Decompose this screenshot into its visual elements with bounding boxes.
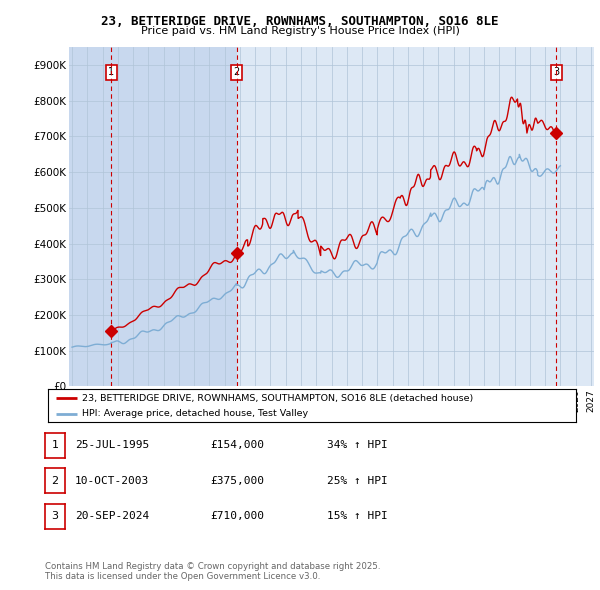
Text: 10-OCT-2003: 10-OCT-2003 [75, 476, 149, 486]
Text: 3: 3 [553, 67, 559, 77]
Text: 1: 1 [108, 67, 114, 77]
Text: 2: 2 [52, 476, 58, 486]
Text: 2: 2 [233, 67, 239, 77]
Text: £154,000: £154,000 [210, 441, 264, 450]
Text: HPI: Average price, detached house, Test Valley: HPI: Average price, detached house, Test… [82, 409, 308, 418]
Text: 25-JUL-1995: 25-JUL-1995 [75, 441, 149, 450]
Text: £710,000: £710,000 [210, 512, 264, 521]
Text: 15% ↑ HPI: 15% ↑ HPI [327, 512, 388, 521]
Text: Contains HM Land Registry data © Crown copyright and database right 2025.
This d: Contains HM Land Registry data © Crown c… [45, 562, 380, 581]
Text: 23, BETTERIDGE DRIVE, ROWNHAMS, SOUTHAMPTON, SO16 8LE: 23, BETTERIDGE DRIVE, ROWNHAMS, SOUTHAMP… [101, 15, 499, 28]
Text: 3: 3 [52, 512, 58, 521]
Text: 25% ↑ HPI: 25% ↑ HPI [327, 476, 388, 486]
Bar [69, 47, 236, 386]
Text: 1: 1 [52, 441, 58, 450]
Text: £375,000: £375,000 [210, 476, 264, 486]
Text: 23, BETTERIDGE DRIVE, ROWNHAMS, SOUTHAMPTON, SO16 8LE (detached house): 23, BETTERIDGE DRIVE, ROWNHAMS, SOUTHAMP… [82, 394, 473, 403]
Text: 34% ↑ HPI: 34% ↑ HPI [327, 441, 388, 450]
Text: 20-SEP-2024: 20-SEP-2024 [75, 512, 149, 521]
Text: Price paid vs. HM Land Registry's House Price Index (HPI): Price paid vs. HM Land Registry's House … [140, 26, 460, 36]
